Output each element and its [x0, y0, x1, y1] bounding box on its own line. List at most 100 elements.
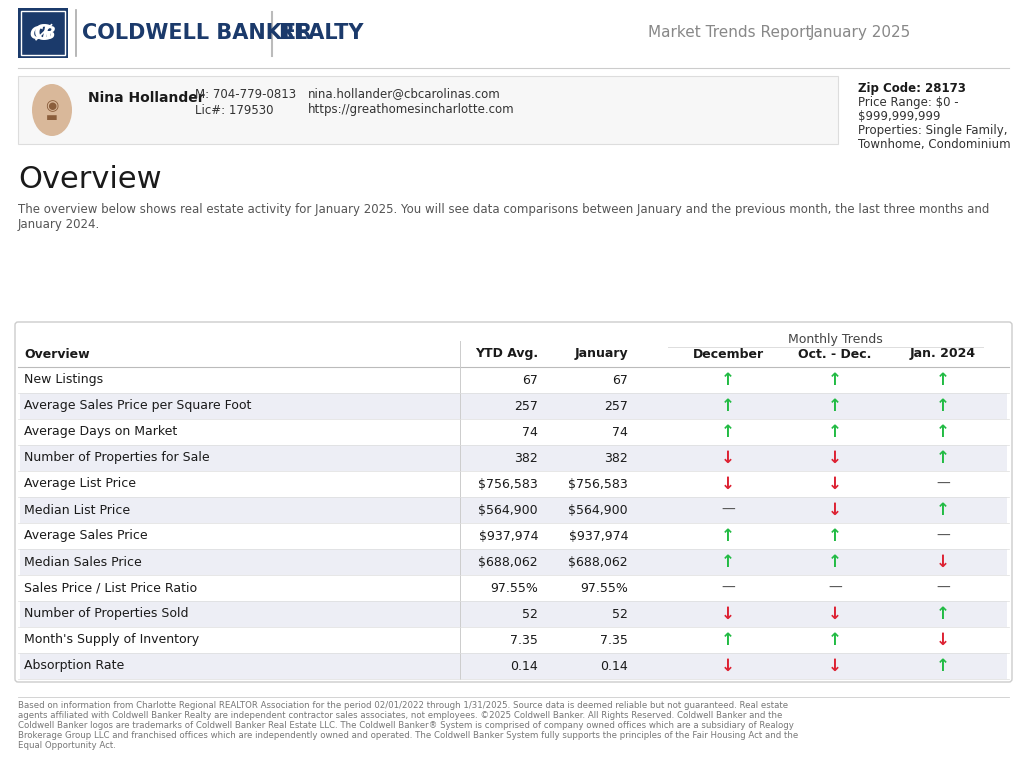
Text: CB: CB: [30, 25, 56, 43]
Text: Average Sales Price: Average Sales Price: [24, 530, 148, 543]
Text: COLDWELL BANKER: COLDWELL BANKER: [82, 23, 312, 43]
Text: ↑: ↑: [721, 553, 735, 571]
Bar: [20, 601, 1007, 627]
Text: ↓: ↓: [828, 605, 842, 623]
Text: 0.14: 0.14: [510, 659, 538, 672]
Text: ↑: ↑: [828, 423, 842, 441]
Text: ↓: ↓: [936, 631, 950, 649]
Text: 97.55%: 97.55%: [580, 581, 627, 594]
Ellipse shape: [32, 84, 72, 136]
Text: Nina Hollander: Nina Hollander: [88, 91, 204, 105]
Text: Properties: Single Family,: Properties: Single Family,: [858, 124, 1007, 137]
Text: Coldwell Banker logos are trademarks of Coldwell Banker Real Estate LLC. The Col: Coldwell Banker logos are trademarks of …: [18, 721, 794, 730]
Text: 382: 382: [515, 452, 538, 465]
Text: ↑: ↑: [828, 553, 842, 571]
Text: ↑: ↑: [936, 501, 950, 519]
Text: Equal Opportunity Act.: Equal Opportunity Act.: [18, 741, 116, 750]
Text: Median List Price: Median List Price: [24, 503, 130, 516]
Text: 67: 67: [522, 374, 538, 387]
Text: New Listings: New Listings: [24, 374, 103, 387]
Text: ↓: ↓: [828, 501, 842, 519]
Text: ↓: ↓: [828, 449, 842, 467]
Text: January: January: [574, 347, 627, 361]
Bar: [20, 653, 1007, 679]
Text: G̸: G̸: [34, 24, 52, 44]
Text: 0.14: 0.14: [600, 659, 627, 672]
FancyBboxPatch shape: [15, 322, 1012, 682]
Text: $688,062: $688,062: [568, 556, 627, 568]
Text: Sales Price / List Price Ratio: Sales Price / List Price Ratio: [24, 581, 197, 594]
Text: —: —: [828, 581, 842, 595]
Text: Oct. - Dec.: Oct. - Dec.: [798, 347, 872, 361]
Text: M: 704-779-0813: M: 704-779-0813: [195, 87, 296, 100]
Text: ↓: ↓: [721, 475, 735, 493]
Text: YTD Avg.: YTD Avg.: [474, 347, 538, 361]
Bar: [20, 549, 1007, 575]
Text: Lic#: 179530: Lic#: 179530: [195, 103, 273, 117]
Text: $756,583: $756,583: [568, 478, 627, 490]
Text: —: —: [937, 581, 950, 595]
Text: ↓: ↓: [721, 605, 735, 623]
Text: Based on information from Charlotte Regional REALTOR Association for the period : Based on information from Charlotte Regi…: [18, 701, 788, 710]
Text: ↑: ↑: [828, 371, 842, 389]
Text: 257: 257: [515, 399, 538, 412]
Text: ↓: ↓: [828, 475, 842, 493]
Text: https://greathomesincharlotte.com: https://greathomesincharlotte.com: [308, 103, 515, 117]
Text: Market Trends Report: Market Trends Report: [648, 25, 811, 40]
Text: $564,900: $564,900: [568, 503, 627, 516]
Text: ↓: ↓: [828, 657, 842, 675]
Text: —: —: [937, 529, 950, 543]
Text: —: —: [937, 477, 950, 491]
Text: Median Sales Price: Median Sales Price: [24, 556, 142, 568]
Text: ↑: ↑: [936, 371, 950, 389]
Bar: [18, 8, 68, 58]
Text: $937,974: $937,974: [479, 530, 538, 543]
Text: ↑: ↑: [721, 397, 735, 415]
Text: Absorption Rate: Absorption Rate: [24, 659, 124, 672]
Text: Brokerage Group LLC and franchised offices which are independently owned and ope: Brokerage Group LLC and franchised offic…: [18, 731, 798, 740]
Text: Average Days on Market: Average Days on Market: [24, 425, 178, 438]
Text: 74: 74: [522, 425, 538, 438]
Text: 382: 382: [604, 452, 627, 465]
Text: —: —: [721, 581, 735, 595]
Text: Overview: Overview: [18, 165, 161, 194]
Text: 97.55%: 97.55%: [490, 581, 538, 594]
Text: Townhome, Condominium: Townhome, Condominium: [858, 138, 1011, 151]
Text: ▬: ▬: [46, 111, 58, 124]
Text: 74: 74: [612, 425, 627, 438]
Text: ↑: ↑: [721, 631, 735, 649]
Text: Overview: Overview: [24, 347, 89, 361]
Text: 52: 52: [522, 608, 538, 621]
Text: 257: 257: [604, 399, 627, 412]
Text: ↓: ↓: [936, 553, 950, 571]
Text: ↑: ↑: [828, 397, 842, 415]
Bar: [18, 76, 838, 144]
Text: $688,062: $688,062: [479, 556, 538, 568]
Text: Average Sales Price per Square Foot: Average Sales Price per Square Foot: [24, 399, 252, 412]
Text: ↓: ↓: [721, 449, 735, 467]
Text: $756,583: $756,583: [479, 478, 538, 490]
Text: ↓: ↓: [721, 657, 735, 675]
Text: Jan. 2024: Jan. 2024: [910, 347, 976, 361]
Text: ◉: ◉: [45, 99, 59, 113]
Bar: [21, 11, 65, 55]
Text: Monthly Trends: Monthly Trends: [788, 333, 883, 346]
Text: nina.hollander@cbcarolinas.com: nina.hollander@cbcarolinas.com: [308, 87, 501, 100]
Text: Month's Supply of Inventory: Month's Supply of Inventory: [24, 634, 199, 646]
Text: agents affiliated with Coldwell Banker Realty are independent contractor sales a: agents affiliated with Coldwell Banker R…: [18, 711, 783, 720]
Text: ↑: ↑: [936, 657, 950, 675]
Text: December: December: [692, 347, 763, 361]
Text: $564,900: $564,900: [479, 503, 538, 516]
Text: ↑: ↑: [828, 527, 842, 545]
Text: Average List Price: Average List Price: [24, 478, 136, 490]
Text: ↑: ↑: [828, 631, 842, 649]
Text: ↑: ↑: [936, 605, 950, 623]
Bar: [20, 497, 1007, 523]
Text: Number of Properties Sold: Number of Properties Sold: [24, 608, 189, 621]
Text: ↑: ↑: [721, 423, 735, 441]
Bar: [20, 445, 1007, 471]
Text: Price Range: $0 -: Price Range: $0 -: [858, 96, 958, 109]
Text: ↑: ↑: [936, 397, 950, 415]
Text: Number of Properties for Sale: Number of Properties for Sale: [24, 452, 210, 465]
Text: REALTY: REALTY: [278, 23, 364, 43]
